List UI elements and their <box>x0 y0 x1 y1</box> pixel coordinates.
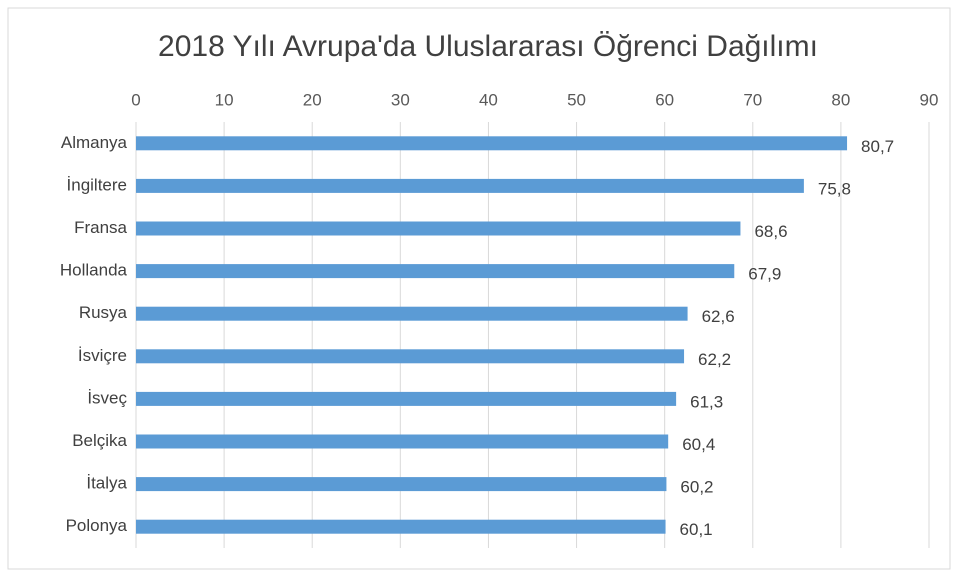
x-tick-label: 80 <box>831 90 850 109</box>
y-tick-label: İsveç <box>87 388 127 407</box>
bar <box>136 519 666 534</box>
bar <box>136 136 848 151</box>
data-label: 75,8 <box>818 179 851 198</box>
data-label: 60,4 <box>682 435 715 454</box>
x-tick-label: 10 <box>215 90 234 109</box>
x-tick-label: 20 <box>303 90 322 109</box>
bar <box>136 477 667 492</box>
data-label: 62,2 <box>698 350 731 369</box>
bar <box>136 391 677 406</box>
y-tick-label: Polonya <box>66 516 128 535</box>
x-tick-label: 50 <box>567 90 586 109</box>
bar <box>136 178 804 193</box>
data-label: 67,9 <box>748 265 781 284</box>
x-tick-label: 60 <box>655 90 674 109</box>
y-tick-label: İtalya <box>86 474 127 493</box>
data-label: 68,6 <box>754 222 787 241</box>
x-tick-label: 40 <box>479 90 498 109</box>
y-tick-label: Belçika <box>72 431 127 450</box>
x-tick-label: 0 <box>131 90 140 109</box>
y-tick-label: Hollanda <box>60 261 128 280</box>
y-tick-label: Rusya <box>79 303 128 322</box>
bar <box>136 264 735 279</box>
bar <box>136 349 685 364</box>
x-tick-label: 70 <box>743 90 762 109</box>
y-tick-label: Almanya <box>61 133 128 152</box>
bar <box>136 306 688 321</box>
y-tick-label: Fransa <box>74 218 127 237</box>
data-label: 60,1 <box>680 520 713 539</box>
chart-border <box>7 7 951 570</box>
chart-title: 2018 Yılı Avrupa'da Uluslararası Öğrenci… <box>158 30 818 63</box>
y-tick-label: İsviçre <box>78 346 127 365</box>
bar <box>136 221 741 236</box>
x-tick-label: 90 <box>920 90 939 109</box>
data-label: 61,3 <box>690 392 723 411</box>
y-tick-label: İngiltere <box>67 175 127 194</box>
x-tick-label: 30 <box>391 90 410 109</box>
data-label: 60,2 <box>680 478 713 497</box>
data-label: 62,6 <box>702 307 735 326</box>
data-label: 80,7 <box>861 137 894 156</box>
bar <box>136 434 669 449</box>
